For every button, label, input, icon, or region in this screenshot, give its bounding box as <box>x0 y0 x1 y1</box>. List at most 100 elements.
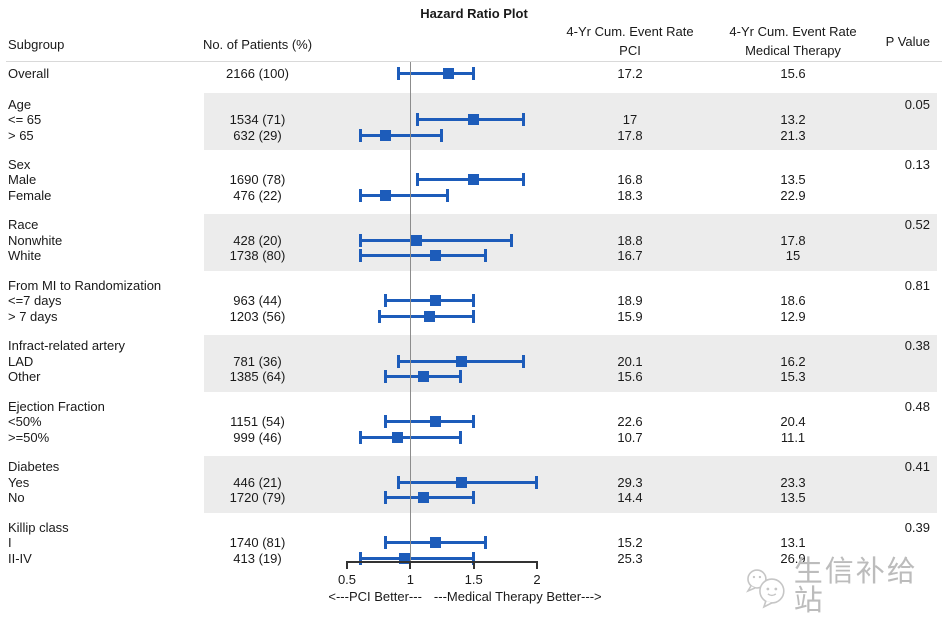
patients-value: 963 (44) <box>233 293 282 309</box>
col-header-patients: No. of Patients (%) <box>202 37 313 52</box>
patients-value: 1740 (81) <box>229 535 286 551</box>
pci-rate-value: 18.3 <box>617 187 643 203</box>
ci-cap-low <box>415 173 419 187</box>
patients-value: 413 (19) <box>233 550 282 566</box>
page-title: Hazard Ratio Plot <box>420 6 528 21</box>
hr-marker <box>392 431 404 443</box>
hr-marker <box>430 537 442 549</box>
pci-rate-value: 18.9 <box>617 293 643 309</box>
pci-rate-value: 15.6 <box>617 369 643 385</box>
ci-cap-high <box>471 415 475 429</box>
mt-rate-value: 13.2 <box>780 112 806 127</box>
mt-rate-value: 12.9 <box>780 308 806 324</box>
mt-rate-value: 15.6 <box>780 65 806 81</box>
col-header-pci-rate: 4-Yr Cum. Event Rate <box>566 24 694 39</box>
subgroup-label: <50% <box>8 414 42 430</box>
subgroup-label: II-IV <box>8 550 32 566</box>
reference-line <box>410 62 411 565</box>
ci-cap-high <box>484 536 488 550</box>
mt-rate-value: 15.3 <box>780 369 806 385</box>
ci-cap-low <box>384 294 387 308</box>
hr-marker <box>468 114 480 125</box>
mt-rate-value: 16.2 <box>780 353 806 369</box>
mt-rate-value: 22.9 <box>780 187 806 203</box>
hr-marker <box>468 174 480 186</box>
mt-rate-value: 13.5 <box>780 172 806 188</box>
ci-cap-low <box>396 66 400 80</box>
wechat-bubbles-icon <box>746 569 785 609</box>
group-band <box>204 213 937 271</box>
col-header-mt-arm: Medical Therapy <box>745 43 841 58</box>
mt-rate-value: 21.3 <box>780 127 806 143</box>
pci-rate-value: 16.7 <box>617 248 643 264</box>
ci-cap-low <box>358 249 362 263</box>
ci-cap-low <box>384 370 387 384</box>
patients-value: 632 (29) <box>233 127 282 143</box>
x-axis-tick <box>536 561 538 569</box>
ci-cap-low <box>377 309 381 323</box>
subgroup-label: White <box>8 248 42 264</box>
patients-value: 1203 (56) <box>229 308 286 324</box>
p-value: 0.81 <box>904 277 930 293</box>
pci-rate-value: 29.3 <box>617 474 643 490</box>
pci-rate-value: 17 <box>622 112 638 127</box>
hr-marker <box>417 492 429 504</box>
pci-rate-value: 14.4 <box>617 490 643 506</box>
subgroup-label: I <box>8 535 12 551</box>
col-header-p-value: P Value <box>885 34 930 49</box>
pci-rate-value: 17.8 <box>617 127 643 143</box>
ci-cap-low <box>396 354 400 368</box>
ci-cap-low <box>358 128 362 142</box>
ci-cap-high <box>446 188 450 202</box>
ci-cap-high <box>509 233 513 247</box>
patients-value: 1534 (71) <box>229 112 286 127</box>
x-axis-tick <box>346 561 348 569</box>
pci-rate-value: 17.2 <box>617 65 643 81</box>
hr-marker <box>455 355 467 367</box>
watermark-text: 生信补给站 <box>793 556 918 617</box>
mt-rate-value: 26.9 <box>780 550 806 566</box>
subgroup-label: Overall <box>8 65 50 81</box>
subgroup-label: Male <box>8 172 37 188</box>
group-label: Infract-related artery <box>8 338 126 354</box>
subgroup-label: No <box>8 490 25 506</box>
hr-marker <box>398 552 410 564</box>
ci-cap-low <box>358 430 362 444</box>
hr-marker <box>430 250 442 262</box>
group-band <box>204 93 937 150</box>
pci-rate-value: 22.6 <box>617 414 643 430</box>
mt-rate-value: 17.8 <box>780 232 806 248</box>
hr-marker <box>411 234 423 246</box>
pci-better-label: <---PCI Better--- <box>328 589 422 604</box>
x-axis-tick-label: 1 <box>406 572 414 587</box>
ci-bar <box>385 299 474 303</box>
ci-bar <box>359 193 449 197</box>
ci-cap-low <box>415 113 419 126</box>
mt-rate-value: 13.1 <box>780 535 806 551</box>
pci-rate-value: 18.8 <box>617 232 643 248</box>
patients-value: 1738 (80) <box>229 248 286 264</box>
ci-bar <box>385 420 474 424</box>
p-value: 0.05 <box>904 96 930 112</box>
pci-rate-value: 20.1 <box>617 353 643 369</box>
p-value: 0.48 <box>904 398 930 414</box>
ci-cap-high <box>440 128 443 142</box>
mt-rate-value: 11.1 <box>780 429 806 445</box>
group-band <box>204 455 937 513</box>
pci-rate-value: 15.9 <box>617 308 643 324</box>
group-label: From MI to Randomization <box>8 277 162 293</box>
p-value: 0.38 <box>904 338 930 354</box>
x-axis-tick <box>409 561 412 569</box>
col-header-pci-arm: PCI <box>619 43 641 58</box>
p-value: 0.41 <box>904 459 930 475</box>
header-divider <box>6 61 942 62</box>
mt-rate-value: 20.4 <box>780 414 806 430</box>
subgroup-label: Other <box>8 369 41 385</box>
pci-rate-value: 10.7 <box>617 429 643 445</box>
hr-marker <box>455 476 467 488</box>
ci-bar <box>359 556 474 560</box>
pci-rate-value: 16.8 <box>617 172 643 188</box>
patients-value: 2166 (100) <box>226 65 289 81</box>
p-value: 0.13 <box>904 156 930 172</box>
